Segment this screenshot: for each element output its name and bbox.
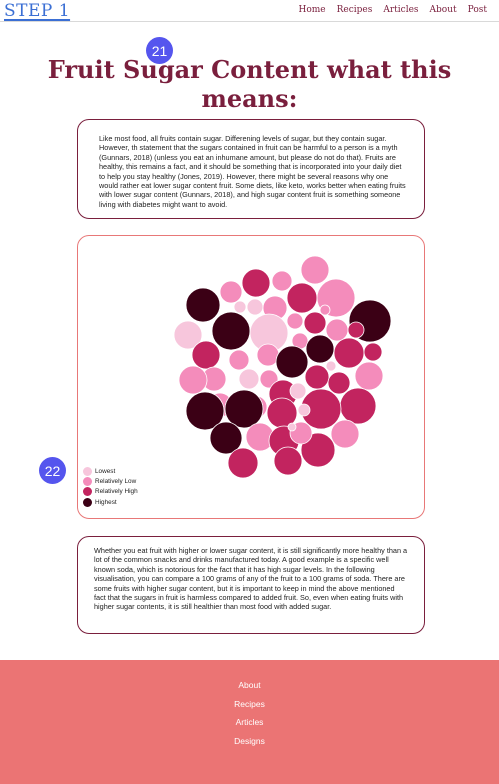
- nav-link-about[interactable]: About: [429, 5, 457, 15]
- legend-item-relatively-high: Relatively High: [83, 487, 138, 497]
- legend-dot: [83, 497, 92, 507]
- bubble-highest[interactable]: [211, 311, 251, 351]
- bubble-highest[interactable]: [305, 334, 335, 364]
- page-title: Fruit Sugar Content what this means:: [47, 55, 452, 113]
- bubble-lowest[interactable]: [173, 320, 203, 350]
- intro-card: Like most food, all fruits contain sugar…: [77, 119, 425, 219]
- bubble-relatively-high[interactable]: [241, 268, 271, 298]
- bubble-relatively-low[interactable]: [271, 270, 293, 292]
- bubble-relatively-low[interactable]: [286, 312, 304, 330]
- legend-dot: [83, 466, 92, 476]
- footer-link-designs[interactable]: Designs: [234, 736, 265, 746]
- bubble-relatively-high[interactable]: [347, 321, 365, 339]
- footer-link-recipes[interactable]: Recipes: [234, 699, 265, 709]
- bubble-lowest[interactable]: [233, 300, 247, 314]
- footer: About Recipes Articles Designs: [0, 660, 499, 784]
- legend-dot: [83, 477, 92, 487]
- bubble-lowest[interactable]: [287, 422, 297, 432]
- bubble-relatively-high[interactable]: [227, 447, 259, 479]
- bubble-relatively-low[interactable]: [300, 255, 330, 285]
- bubble-highest[interactable]: [224, 389, 264, 429]
- bubble-relatively-high[interactable]: [191, 340, 221, 370]
- legend-item-highest: Highest: [83, 497, 138, 507]
- annotation-badge: 21: [146, 37, 173, 64]
- bubble-highest[interactable]: [185, 287, 221, 323]
- footer-link-about[interactable]: About: [238, 680, 261, 690]
- footer-link-articles[interactable]: Articles: [235, 717, 264, 727]
- bubble-relatively-high[interactable]: [304, 364, 330, 390]
- legend-label: Highest: [95, 498, 117, 506]
- nav-link-recipes[interactable]: Recipes: [336, 5, 373, 15]
- chart-card: [77, 235, 425, 519]
- bubble-lowest[interactable]: [297, 403, 311, 417]
- bubble-relatively-high[interactable]: [333, 337, 365, 369]
- legend-label: Lowest: [95, 467, 116, 475]
- bubble-relatively-high[interactable]: [327, 371, 351, 395]
- bubble-relatively-high[interactable]: [286, 282, 318, 314]
- legend-dot: [83, 487, 92, 497]
- bubble-relatively-high[interactable]: [273, 446, 303, 476]
- site-logo[interactable]: STEP 1: [4, 1, 71, 21]
- legend-item-relatively-low: Relatively Low: [83, 476, 138, 487]
- bubble-relatively-high[interactable]: [339, 387, 377, 425]
- bubble-lowest[interactable]: [325, 360, 337, 372]
- intro-text: Like most food, all fruits contain sugar…: [99, 134, 406, 209]
- bubble-highest[interactable]: [209, 421, 243, 455]
- bubble-relatively-low[interactable]: [228, 349, 250, 371]
- bubble-relatively-high[interactable]: [300, 432, 336, 468]
- legend-item-lowest: Lowest: [83, 466, 138, 476]
- nav-link-home[interactable]: Home: [298, 5, 326, 15]
- bubble-relatively-low[interactable]: [178, 365, 208, 395]
- annotation-badge: 22: [39, 457, 66, 484]
- bubble-relatively-low[interactable]: [219, 280, 243, 304]
- bubble-relatively-low[interactable]: [325, 318, 349, 342]
- bubble-lowest[interactable]: [289, 382, 307, 400]
- bubble-relatively-low[interactable]: [354, 361, 384, 391]
- top-nav: STEP 1 Home Recipes Articles About Post: [0, 0, 499, 22]
- bubble-lowest[interactable]: [246, 298, 264, 316]
- nav-links: Home Recipes Articles About Post: [299, 5, 488, 15]
- bubble-highest[interactable]: [185, 391, 225, 431]
- outro-card: Whether you eat fruit with higher or low…: [77, 536, 425, 634]
- chart-legend: Lowest Relatively Low Relatively High Hi…: [83, 466, 138, 508]
- legend-label: Relatively High: [95, 488, 138, 496]
- bubble-relatively-high[interactable]: [363, 342, 383, 362]
- nav-link-articles[interactable]: Articles: [383, 5, 419, 15]
- nav-link-post[interactable]: Post: [467, 5, 487, 15]
- bubble-lowest[interactable]: [238, 368, 260, 390]
- bubble-relatively-low[interactable]: [330, 419, 360, 449]
- bubble-relatively-low[interactable]: [319, 304, 331, 316]
- legend-label: Relatively Low: [95, 478, 137, 486]
- bubble-relatively-high[interactable]: [303, 311, 327, 335]
- outro-text: Whether you eat fruit with higher or low…: [94, 546, 408, 612]
- bubble-highest[interactable]: [275, 345, 309, 379]
